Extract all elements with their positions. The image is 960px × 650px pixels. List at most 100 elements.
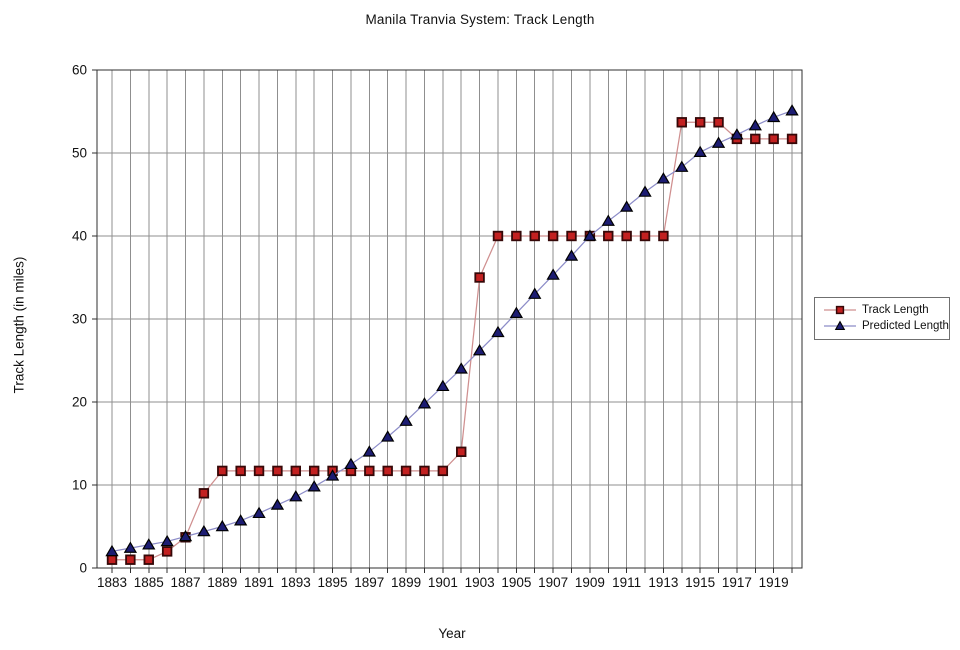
track-length-marker: [713, 117, 724, 128]
x-tick-label: 1903: [465, 575, 495, 590]
predicted-length-marker: [307, 480, 321, 492]
track-length-marker: [308, 465, 320, 477]
predicted-length-marker: [546, 268, 560, 280]
track-length-marker: [364, 465, 375, 477]
track-length-marker: [125, 554, 136, 565]
x-tick-label: 1917: [722, 575, 752, 590]
predicted-length-legend-swatch: [824, 320, 856, 330]
track-length-marker: [511, 230, 522, 242]
predicted-length-marker: [252, 506, 266, 519]
predicted-length-marker: [123, 541, 138, 553]
y-tick-label: 50: [72, 146, 87, 161]
track-length-marker: [694, 117, 706, 128]
predicted-length-legend-marker: [834, 320, 846, 330]
predicted-length-legend-marker-icon: [823, 320, 857, 332]
x-tick-label: 1905: [501, 575, 531, 590]
x-tick-label: 1909: [575, 575, 605, 590]
predicted-length-marker: [711, 136, 726, 148]
x-tick-label: 1885: [134, 575, 164, 590]
x-tick-label: 1899: [391, 575, 421, 590]
track-length-marker: [253, 465, 265, 477]
track-length-marker: [547, 230, 559, 242]
predicted-length-marker: [344, 457, 358, 470]
track-length-marker: [639, 230, 651, 242]
y-tick-label: 30: [72, 312, 87, 327]
track-length-marker: [290, 465, 302, 477]
predicted-length-marker: [619, 200, 634, 212]
y-tick-label: 60: [72, 63, 87, 78]
predicted-length-marker: [675, 160, 689, 172]
predicted-length-marker: [454, 362, 468, 374]
predicted-length-marker: [197, 524, 211, 537]
x-tick-label: 1895: [318, 575, 348, 590]
track-length-marker: [621, 230, 632, 242]
predicted-length-marker: [509, 306, 524, 318]
predicted-length-marker: [381, 430, 395, 442]
track-length-marker: [217, 465, 228, 477]
y-tick-label: 10: [72, 478, 87, 493]
predicted-length-marker: [638, 185, 652, 197]
x-tick-label: 1919: [759, 575, 789, 590]
track-length-marker: [786, 133, 798, 145]
predicted-length-marker: [656, 172, 671, 184]
track-length-marker: [566, 230, 577, 242]
x-tick-label: 1901: [428, 575, 458, 590]
x-tick-label: 1883: [97, 575, 127, 590]
track-length-marker: [603, 230, 614, 242]
predicted-length-marker: [417, 397, 432, 409]
predicted-length-marker: [730, 128, 744, 140]
track-length-marker: [456, 446, 467, 458]
legend-label-predicted-length: Predicted Length: [862, 320, 949, 332]
predicted-length-marker: [105, 544, 119, 557]
track-length-marker: [658, 230, 669, 242]
x-tick-label: 1889: [207, 575, 237, 590]
predicted-length-marker: [270, 498, 285, 510]
track-length-marker: [198, 488, 210, 499]
track-length-marker: [437, 465, 449, 477]
predicted-length-marker: [693, 145, 707, 157]
track-length-marker: [235, 465, 246, 477]
y-axis-title: Track Length (in miles): [11, 256, 27, 394]
predicted-length-marker: [399, 414, 413, 426]
track-length-marker: [474, 272, 485, 283]
legend: Track Length Predicted Length: [814, 297, 950, 340]
track-length-legend-marker-icon: [823, 304, 857, 316]
x-tick-label: 1907: [538, 575, 568, 590]
predicted-length-marker: [767, 110, 781, 123]
track-length-legend-marker: [835, 305, 845, 315]
predicted-length-marker: [601, 214, 615, 226]
predicted-length-marker: [472, 343, 487, 356]
predicted-length-marker: [142, 538, 156, 550]
legend-item-predicted-length: Predicted Length: [815, 318, 949, 334]
track-length-marker: [161, 546, 173, 557]
predicted-length-marker: [325, 469, 340, 481]
x-tick-label: 1915: [685, 575, 715, 590]
predicted-length-marker: [289, 490, 303, 502]
track-length-marker: [750, 133, 761, 145]
predicted-length-marker: [234, 514, 248, 526]
predicted-length-marker: [528, 287, 542, 299]
x-tick-label: 1911: [612, 575, 641, 590]
x-tick-label: 1913: [648, 575, 678, 590]
x-tick-label: 1887: [170, 575, 200, 590]
track-length-marker: [143, 554, 154, 565]
predicted-length-marker: [583, 229, 597, 241]
track-length-marker: [400, 465, 412, 477]
predicted-length-marker: [785, 104, 799, 116]
track-length-legend-swatch: [824, 305, 856, 315]
predicted-length-marker: [564, 249, 579, 261]
track-length-marker: [768, 133, 779, 145]
track-length-marker: [419, 465, 430, 477]
legend-label-track-length: Track Length: [862, 304, 929, 316]
predicted-length-marker: [436, 379, 450, 392]
predicted-length-marker: [178, 529, 193, 542]
chart-title: Manila Tranvia System: Track Length: [365, 12, 595, 27]
track-length-marker: [382, 465, 393, 477]
track-length-marker: [272, 465, 283, 477]
track-length-marker: [529, 230, 540, 242]
x-tick-label: 1897: [354, 575, 384, 590]
x-axis-title: Year: [438, 626, 466, 641]
track-length-marker: [492, 230, 504, 242]
x-tick-label: 1891: [244, 575, 274, 590]
